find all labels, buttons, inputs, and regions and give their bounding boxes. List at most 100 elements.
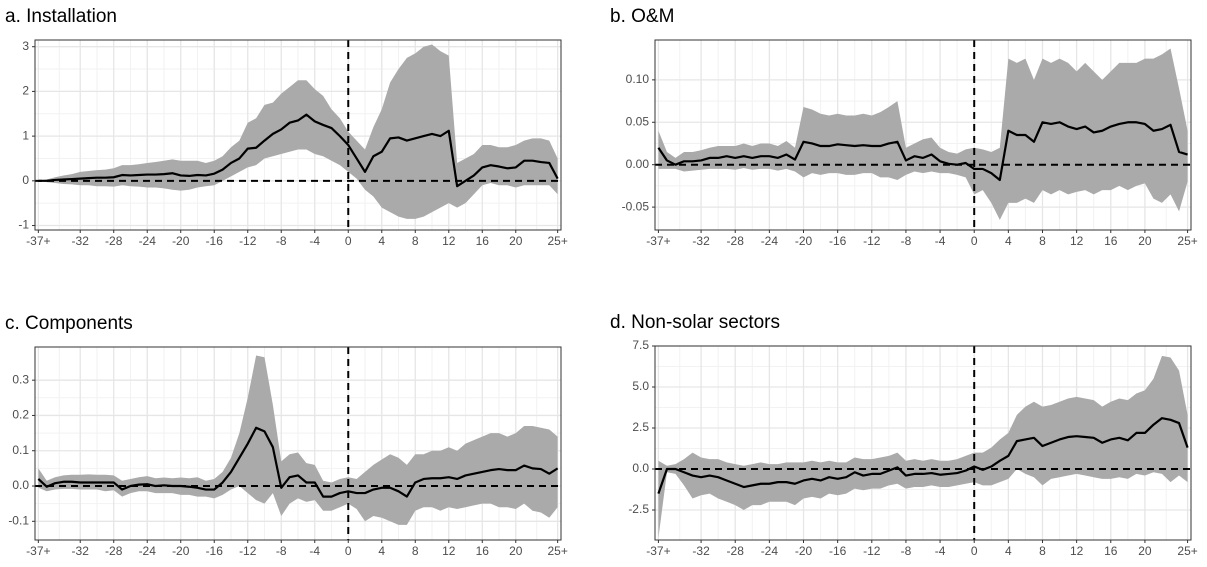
x-tick-label: 12 (1070, 234, 1084, 248)
x-tick-label: -12 (863, 234, 881, 248)
y-tick-label: -0.05 (622, 199, 650, 213)
panel-border (34, 346, 562, 541)
x-tick-label: 16 (476, 234, 490, 248)
x-tick-label: -8 (276, 544, 287, 558)
x-tick-label: 25+ (1177, 234, 1197, 248)
panel-title: b. O&M (610, 6, 674, 27)
panel-title: c. Components (5, 313, 133, 334)
x-tick-label: -16 (206, 234, 224, 248)
x-tick-label: -32 (72, 544, 90, 558)
x-tick-label: 4 (1005, 234, 1012, 248)
x-tick-label: 20 (1138, 234, 1152, 248)
x-tick-label: -12 (239, 234, 257, 248)
panel-border (34, 39, 562, 231)
x-tick-label: -8 (276, 234, 287, 248)
plot-area (35, 40, 561, 230)
y-tick-label: 0.10 (626, 72, 650, 86)
x-tick-label: -12 (863, 544, 881, 558)
x-tick-label: -4 (309, 544, 320, 558)
x-tick-label: 0 (971, 544, 978, 558)
x-tick-label: 12 (442, 234, 456, 248)
x-tick-label: 8 (412, 544, 419, 558)
x-tick-label: -8 (901, 234, 912, 248)
x-tick-label: -4 (935, 544, 946, 558)
x-tick-label: 8 (412, 234, 419, 248)
x-tick-label: 25+ (547, 234, 567, 248)
x-tick-label: -16 (829, 234, 847, 248)
plot-area (655, 346, 1191, 540)
y-tick-label: 0.0 (632, 461, 649, 475)
x-tick-label: 8 (1039, 544, 1046, 558)
y-tick-label: 2 (22, 84, 29, 98)
x-tick-label: -32 (72, 234, 90, 248)
x-tick-label: 20 (509, 544, 523, 558)
x-tick-label: -16 (829, 544, 847, 558)
panel-title: d. Non-solar sectors (610, 312, 780, 333)
estimate-line (37, 426, 559, 498)
x-tick-label: -37+ (26, 544, 50, 558)
x-tick-label: 4 (378, 234, 385, 248)
x-tick-label: 0 (971, 234, 978, 248)
y-tick-label: 0.1 (12, 443, 29, 457)
plot-area (35, 347, 561, 540)
panel: d. Non-solar sectors -2.5 0.0 2.5 5.0 7.5 -37+… (610, 312, 1198, 558)
confidence-band (658, 48, 1188, 220)
confidence-band (38, 44, 558, 219)
panel-border (654, 345, 1192, 541)
x-tick-label: 16 (476, 544, 490, 558)
x-tick-label: -32 (692, 544, 710, 558)
x-tick-label: -32 (692, 234, 710, 248)
panel: a. Installation -1 0 12 3 -37+ -32 -28 -24 -20 -16… (5, 6, 568, 248)
y-tick-label: 0.05 (626, 114, 650, 128)
x-tick-label: -12 (239, 544, 257, 558)
x-tick-label: -28 (727, 544, 745, 558)
estimate-line (38, 113, 559, 188)
y-tick-label: 2.5 (632, 420, 649, 434)
x-tick-label: -24 (761, 234, 779, 248)
y-tick-label: 0.0 (12, 478, 29, 492)
y-tick-label: 3 (22, 39, 29, 53)
x-tick-label: -4 (935, 234, 946, 248)
estimate-line (657, 417, 1189, 494)
x-tick-label: 0 (345, 544, 352, 558)
x-tick-label: 0 (345, 234, 352, 248)
x-tick-label: -20 (795, 544, 813, 558)
y-tick-label: 0.00 (626, 157, 650, 171)
x-tick-label: -20 (795, 234, 813, 248)
panel: c. Components -0.1 0.0 0.1 0.2 0.3 -37+ -32 -28 -… (5, 313, 568, 558)
x-tick-label: -24 (139, 544, 157, 558)
y-tick-label: -2.5 (628, 502, 649, 516)
x-tick-label: -8 (901, 544, 912, 558)
x-tick-label: -20 (172, 544, 190, 558)
y-tick-label: 7.5 (632, 338, 649, 352)
x-tick-label: 4 (378, 544, 385, 558)
x-tick-label: -37+ (646, 544, 670, 558)
x-tick-label: -37+ (26, 234, 50, 248)
x-tick-label: 16 (1104, 544, 1118, 558)
x-tick-label: 20 (509, 234, 523, 248)
confidence-band (38, 355, 558, 525)
y-tick-label: 0.3 (12, 372, 29, 386)
panel: b. O&M -0.05 0.00 0.05 0.10 -37+ -32 -28 -24 -20 -… (610, 6, 1198, 248)
x-tick-label: -28 (727, 234, 745, 248)
panel-title: a. Installation (5, 6, 117, 27)
x-tick-label: -16 (206, 544, 224, 558)
x-tick-label: 8 (1039, 234, 1046, 248)
x-tick-label: -4 (309, 234, 320, 248)
x-tick-label: -28 (105, 234, 123, 248)
y-tick-label: -0.1 (8, 513, 29, 527)
y-tick-label: 0.2 (12, 408, 29, 422)
x-tick-label: 12 (1070, 544, 1084, 558)
x-tick-label: 20 (1138, 544, 1152, 558)
x-tick-label: 12 (442, 544, 456, 558)
x-tick-label: 4 (1005, 544, 1012, 558)
x-tick-label: 25+ (1177, 544, 1197, 558)
x-tick-label: -28 (105, 544, 123, 558)
y-tick-label: -1 (18, 218, 29, 232)
x-tick-label: -24 (139, 234, 157, 248)
x-tick-label: -24 (761, 544, 779, 558)
x-tick-label: -20 (172, 234, 190, 248)
confidence-band (658, 355, 1188, 538)
y-tick-label: 0 (22, 173, 29, 187)
